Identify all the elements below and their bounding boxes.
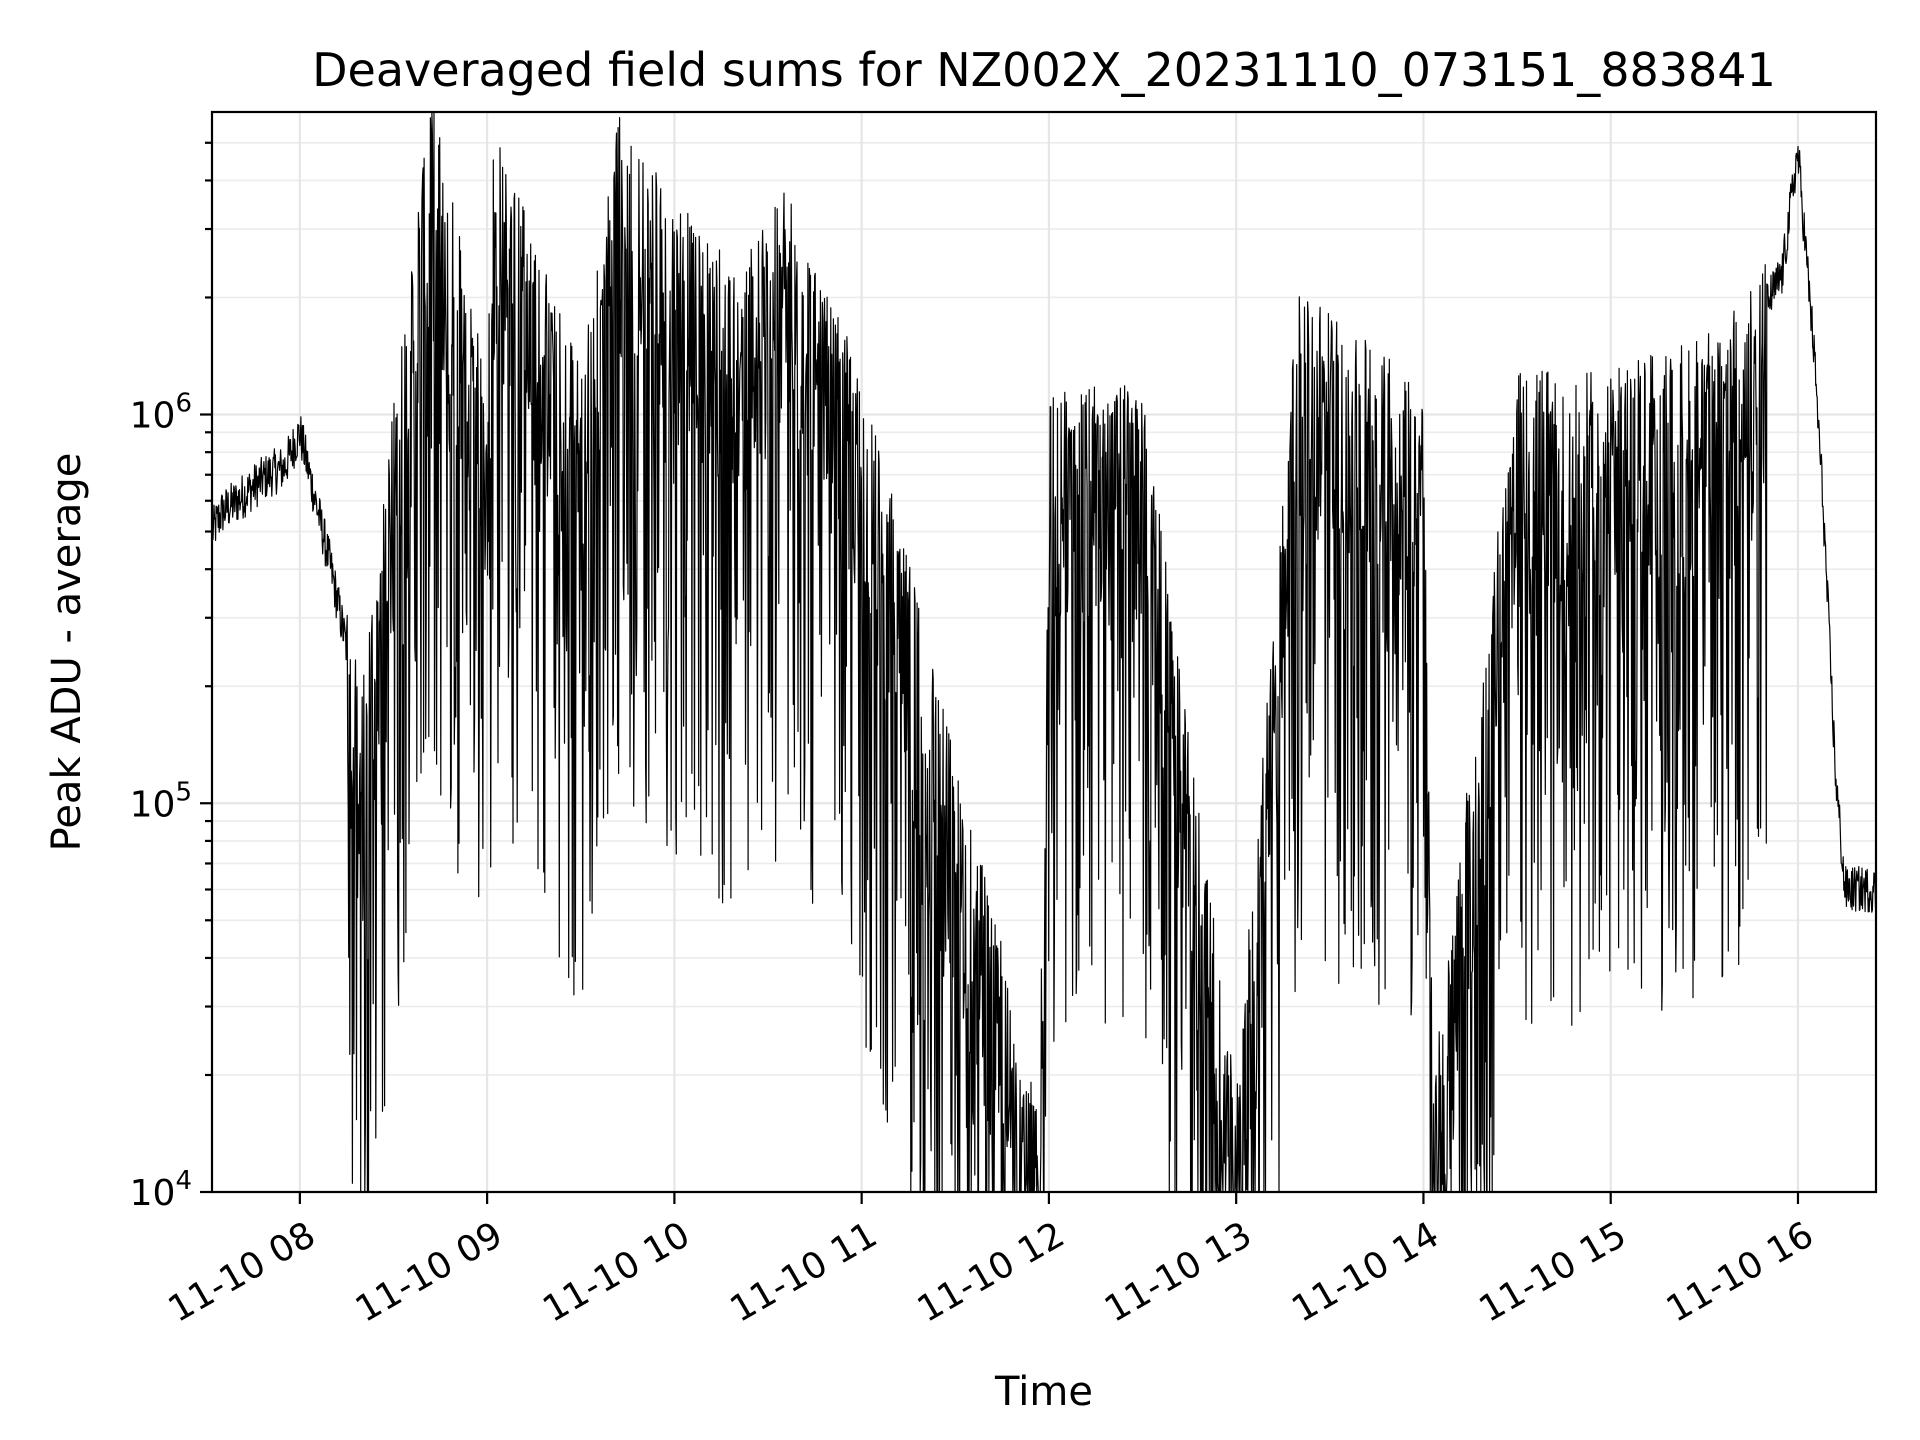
- chart-title: Deaveraged field sums for NZ002X_2023111…: [312, 43, 1776, 97]
- y-tick-label: 106: [130, 389, 192, 437]
- x-axis-label: Time: [994, 1369, 1093, 1415]
- y-tick-label: 104: [130, 1166, 192, 1214]
- y-tick-label: 105: [130, 777, 192, 825]
- y-axis-label: Peak ADU - average: [44, 453, 90, 852]
- plot-frame: [210, 110, 1878, 1194]
